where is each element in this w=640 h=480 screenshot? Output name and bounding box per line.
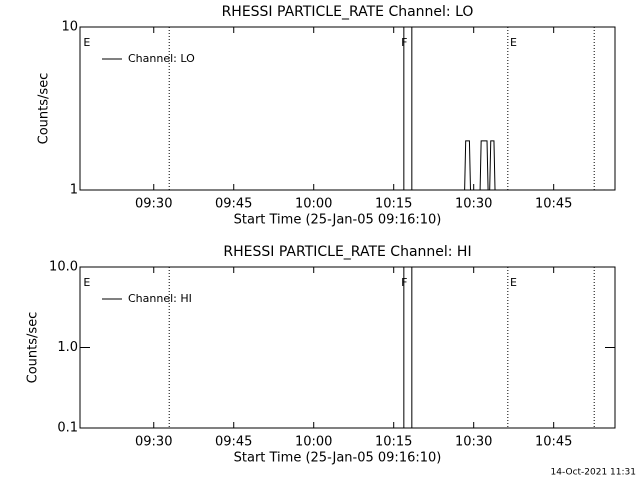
x-tick-label: 10:45 (535, 197, 572, 212)
legend-label: Channel: HI (128, 292, 192, 305)
data-line (403, 26, 496, 191)
y-tick-label: 10 (61, 20, 78, 35)
y-tick-label: 0.1 (57, 421, 78, 436)
y-axis-label: Counts/sec (26, 312, 41, 384)
chart-title: RHESSI PARTICLE_RATE Channel: HI (223, 244, 471, 260)
x-tick-label: 10:00 (295, 197, 332, 212)
x-tick-label: 10:30 (455, 435, 492, 450)
y-axis-label: Counts/sec (37, 73, 52, 145)
x-tick-label: 10:15 (375, 435, 412, 450)
footer: 14-Oct-2021 11:31 (551, 468, 636, 478)
x-axis-label: Start Time (25-Jan-05 09:16:10) (234, 451, 442, 466)
y-tick-label: 10.0 (49, 260, 78, 275)
flag-label: E (83, 276, 90, 289)
x-tick-label: 09:45 (215, 435, 252, 450)
x-axis-label: Start Time (25-Jan-05 09:16:10) (234, 213, 442, 228)
chart-title: RHESSI PARTICLE_RATE Channel: LO (222, 4, 474, 20)
legend-label: Channel: LO (128, 52, 195, 65)
x-tick-label: 09:30 (135, 435, 172, 450)
x-tick-label: 09:30 (135, 197, 172, 212)
x-tick-label: 10:00 (295, 435, 332, 450)
flag-label: E (510, 36, 517, 49)
plot-frame (79, 26, 616, 191)
y-tick-label: 1.0 (57, 340, 78, 355)
x-tick-label: 10:30 (455, 197, 492, 212)
y-tick-label: 1 (70, 183, 78, 198)
x-tick-label: 10:15 (375, 197, 412, 212)
x-tick-label: 10:45 (535, 435, 572, 450)
x-tick-label: 09:45 (215, 197, 252, 212)
flag-label: E (510, 276, 517, 289)
flag-label: E (83, 36, 90, 49)
data-line (403, 266, 413, 428)
